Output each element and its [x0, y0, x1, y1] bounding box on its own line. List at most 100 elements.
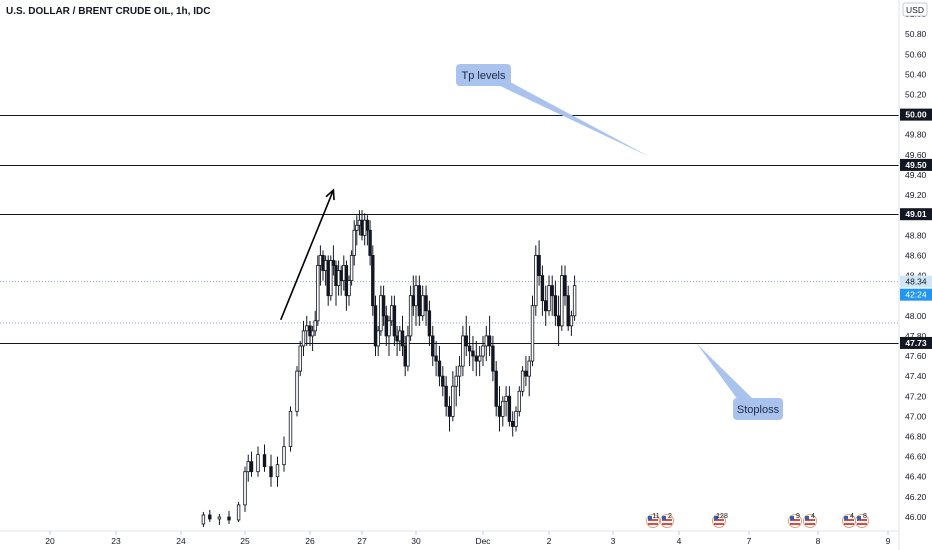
- y-tick-label: 50.60: [905, 49, 927, 59]
- candle: [373, 295, 378, 357]
- candle-body: [520, 370, 525, 392]
- candle-body: [387, 320, 391, 337]
- candlestick-series: [201, 210, 577, 528]
- candle: [471, 335, 475, 372]
- economic-event-marker[interactable]: 128: [712, 513, 728, 528]
- tp-levels-callout[interactable]: Tp levels: [456, 64, 650, 157]
- candle-body: [379, 295, 383, 332]
- y-tick-label: 46.60: [905, 452, 927, 462]
- candle-body: [467, 345, 472, 352]
- candle: [295, 366, 299, 417]
- candle-body: [298, 345, 302, 372]
- candle-body: [474, 355, 478, 362]
- candle: [379, 285, 383, 336]
- candle-body: [227, 516, 231, 521]
- candle-body: [408, 295, 413, 337]
- level-badge: [900, 208, 932, 221]
- price-badge: [900, 275, 932, 288]
- candle: [236, 501, 241, 522]
- economic-event-marker[interactable]: 2: [660, 513, 674, 528]
- y-tick-label: 49.80: [905, 130, 927, 140]
- candle-body: [329, 260, 333, 297]
- price-badge: [900, 288, 932, 301]
- x-tick-label: 8: [816, 536, 821, 546]
- candle-body: [313, 320, 317, 332]
- candle: [249, 451, 254, 477]
- y-tick-label: 46.40: [905, 472, 927, 482]
- x-axis: 20 23 24 25 26 27 30 Dec 2 3 4 7 8 9: [45, 531, 891, 546]
- event-markers[interactable]: 11 2 128 9 4 4 8: [646, 513, 869, 528]
- economic-event-marker[interactable]: 4: [842, 513, 856, 528]
- candle-body: [553, 295, 558, 317]
- candle: [414, 275, 418, 326]
- currency-box[interactable]: [902, 2, 928, 17]
- event-count: 4: [811, 513, 815, 520]
- candle-body: [310, 330, 315, 337]
- candle: [501, 396, 505, 427]
- candle-body: [454, 375, 458, 387]
- candle-body: [487, 335, 492, 347]
- candle-body: [441, 375, 445, 387]
- candle: [497, 386, 502, 432]
- candle-body: [457, 365, 462, 377]
- candle-body: [347, 280, 351, 297]
- candle: [444, 376, 448, 417]
- x-tick-label: 9: [886, 536, 891, 546]
- candle-body: [373, 305, 378, 347]
- candle: [256, 446, 260, 477]
- candle: [313, 310, 317, 336]
- callout-pointer: [496, 82, 650, 157]
- flag-canton: [790, 516, 794, 520]
- candle: [569, 310, 574, 336]
- flag-canton: [805, 516, 809, 520]
- callout-text: Stoploss: [737, 404, 780, 416]
- candle-body: [331, 260, 336, 266]
- candle-body: [236, 504, 241, 521]
- candle: [507, 386, 512, 427]
- candle-body: [243, 471, 247, 506]
- candle-body: [461, 335, 465, 367]
- candle-body: [507, 395, 512, 422]
- callout-box: [456, 64, 511, 86]
- candle: [316, 255, 320, 326]
- economic-event-marker[interactable]: 8: [855, 513, 869, 528]
- chart-title: U.S. DOLLAR / BRENT CRUDE OIL, 1h, IDC: [6, 6, 210, 17]
- candle-body: [420, 295, 425, 317]
- candle: [556, 295, 561, 346]
- stoploss-callout[interactable]: Stoploss: [697, 344, 783, 420]
- candle-body: [352, 229, 356, 256]
- candle-body: [282, 446, 286, 466]
- candle: [427, 300, 432, 346]
- horizontal-levels: [0, 115, 899, 344]
- candle-body: [398, 330, 402, 342]
- candle: [504, 386, 508, 417]
- flag-canton: [648, 516, 652, 520]
- candle-body: [392, 305, 397, 337]
- candle: [305, 315, 309, 346]
- callout-text: Tp levels: [461, 70, 506, 82]
- candle: [434, 340, 438, 377]
- y-tick-label: 48.40: [905, 271, 927, 281]
- y-tick-label: 48.60: [905, 250, 927, 260]
- event-count: 128: [716, 513, 728, 520]
- candle: [454, 366, 458, 407]
- y-tick-label: 48.00: [905, 311, 927, 321]
- candle-body: [431, 335, 435, 357]
- candle: [520, 366, 525, 397]
- y-tick-label: 49.60: [905, 150, 927, 160]
- projection-arrow[interactable]: [280, 188, 335, 321]
- candle: [329, 255, 333, 301]
- economic-event-marker[interactable]: 11: [646, 513, 660, 528]
- candle-body: [389, 305, 394, 322]
- economic-event-marker[interactable]: 9: [788, 513, 802, 528]
- flag-canton: [662, 516, 666, 520]
- economic-event-marker[interactable]: 4: [803, 513, 817, 528]
- candle: [201, 511, 206, 528]
- event-count: 11: [652, 513, 659, 520]
- x-tick-label: 23: [111, 536, 121, 546]
- candle-body: [400, 330, 405, 347]
- candle-body: [371, 255, 375, 307]
- candle-body: [464, 335, 468, 347]
- candle: [572, 275, 577, 321]
